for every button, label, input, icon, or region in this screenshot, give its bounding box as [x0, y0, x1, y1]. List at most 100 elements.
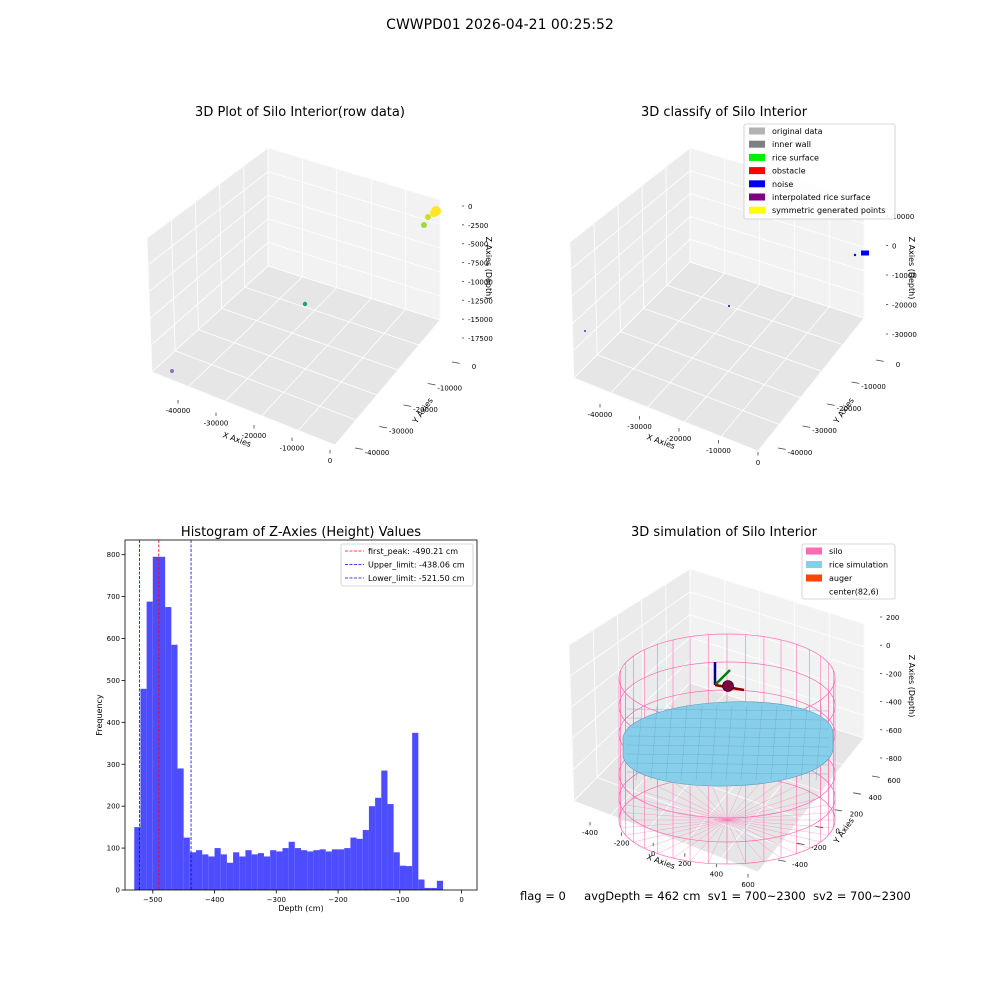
grid-line [593, 223, 598, 355]
x-axis-tick-label: -10000 [280, 445, 305, 453]
rice-mesh-line [626, 708, 830, 712]
grid-line [689, 261, 865, 319]
plot-frame [124, 539, 478, 891]
y-axis-tick-label: 400 [869, 794, 882, 802]
z-axis-label: Z Axies (Depth) [907, 237, 916, 300]
histogram-bar [412, 732, 419, 890]
y-axis-tick-mark [802, 425, 811, 428]
x-axis-tick-label: -400 [582, 829, 598, 837]
grid-line [267, 147, 441, 201]
grid-line [720, 306, 830, 437]
grid-line [146, 237, 153, 373]
histogram-bar [362, 830, 369, 890]
grid-line [597, 777, 780, 846]
histogram-bar [152, 556, 159, 890]
rice-mesh-line [800, 705, 808, 781]
y-axis-tick-mark [875, 359, 884, 362]
z-axis-label: Z Axies (Depth) [907, 655, 916, 718]
grid-line [298, 308, 406, 431]
y-axis-tick-label: -200 [811, 844, 827, 852]
histogram-bar [399, 865, 406, 890]
silo-floor-spoke [657, 819, 728, 854]
grid-line [573, 377, 759, 452]
legend-swatch [749, 127, 765, 135]
y-axis-tick-mark [777, 447, 786, 450]
silo-floor-spoke [726, 786, 797, 821]
legend-swatch [749, 140, 765, 148]
legend-label: silo [829, 547, 843, 556]
y-axis-tick-label: -20000 [413, 406, 438, 414]
histogram-bar [313, 850, 320, 890]
histogram-bar [257, 853, 264, 890]
data-point [584, 330, 586, 332]
y-tick-label: 500 [107, 677, 120, 685]
legend-label: center(82,6) [829, 588, 879, 597]
silo-floor-spoke [726, 791, 810, 821]
legend-label: inner wall [772, 140, 811, 149]
legend: first_peak: -490.21 cm Upper_limit: -438.… [340, 543, 474, 587]
silo-floor-spoke [672, 819, 728, 859]
z-axis-tick-label: -20000 [892, 302, 917, 310]
grid-line [592, 629, 598, 778]
grid-line [219, 183, 222, 309]
silo-floor-spoke [726, 819, 746, 864]
grid-line [570, 170, 691, 270]
grid-line [573, 261, 691, 379]
rice-mesh-line [626, 771, 830, 775]
legend-label: auger [829, 574, 853, 583]
legend-swatch [806, 561, 822, 568]
grid-line [224, 287, 338, 402]
status-sv2: sv2 = 700~2300 [812, 889, 911, 903]
y-axis-label: Frequency [95, 694, 104, 736]
silo-floor-spoke [708, 819, 728, 864]
histogram-bar [251, 854, 258, 890]
z-axis-tick-label: -12500 [468, 297, 493, 305]
grid-line [689, 193, 865, 248]
silo-floor-spoke [726, 819, 834, 828]
legend: original data inner wall rice surface obsta… [743, 123, 896, 220]
y-axis-tick-label: -10000 [861, 383, 886, 391]
grid-line [641, 185, 644, 309]
grid-line [570, 614, 691, 708]
histogram-bar [307, 851, 314, 890]
histogram-bar [196, 850, 203, 890]
rice-mesh-line [635, 705, 643, 781]
z-axis-tick-label: -400 [886, 699, 902, 707]
grid-line [175, 350, 357, 421]
silo-floor-spoke [633, 819, 728, 843]
center-axis-y [714, 669, 731, 686]
legend-swatch [749, 167, 765, 175]
silo-floor-spoke [726, 781, 782, 821]
y-axis-tick-label: -30000 [812, 427, 837, 435]
x-axis-tick-label: -30000 [627, 423, 652, 431]
histogram-bar [270, 850, 277, 890]
center-marker [722, 680, 734, 692]
y-axis-tick-mark [777, 859, 786, 862]
silo-floor-spoke [726, 797, 821, 821]
grid-line [147, 171, 269, 266]
y-tick-label: 600 [107, 635, 120, 643]
panel-raw-3d-plot: 3D Plot of Silo Interior(row data) -40000… [146, 105, 493, 465]
silo-floor-spoke [726, 778, 765, 821]
histogram-bar [338, 849, 345, 890]
grid-line [643, 308, 822, 372]
silo-floor-spoke [657, 786, 728, 821]
rice-mesh-line [770, 705, 778, 781]
legend-swatch [749, 193, 765, 201]
grid-line [610, 272, 726, 393]
rice-mesh-line [785, 705, 793, 781]
x-tick-label: −200 [328, 896, 347, 904]
silo-floor-spoke [633, 797, 728, 821]
x-axis-tick-label: -10000 [706, 447, 731, 455]
histogram-bar [177, 768, 184, 890]
legend-label: obstacle [772, 167, 806, 176]
y-axis-tick-label: -10000 [437, 385, 462, 393]
x-axis-tick-label: -200 [614, 839, 630, 847]
x-axis-tick-label: -20000 [667, 435, 692, 443]
y-axis-tick-label: -40000 [788, 449, 813, 457]
y-axis-tick-label: 0 [472, 363, 476, 371]
grid-line [569, 591, 691, 677]
histogram-bar [171, 644, 178, 890]
x-axis-tick-label: -20000 [242, 432, 267, 440]
y-axis-tick-mark [834, 809, 843, 812]
